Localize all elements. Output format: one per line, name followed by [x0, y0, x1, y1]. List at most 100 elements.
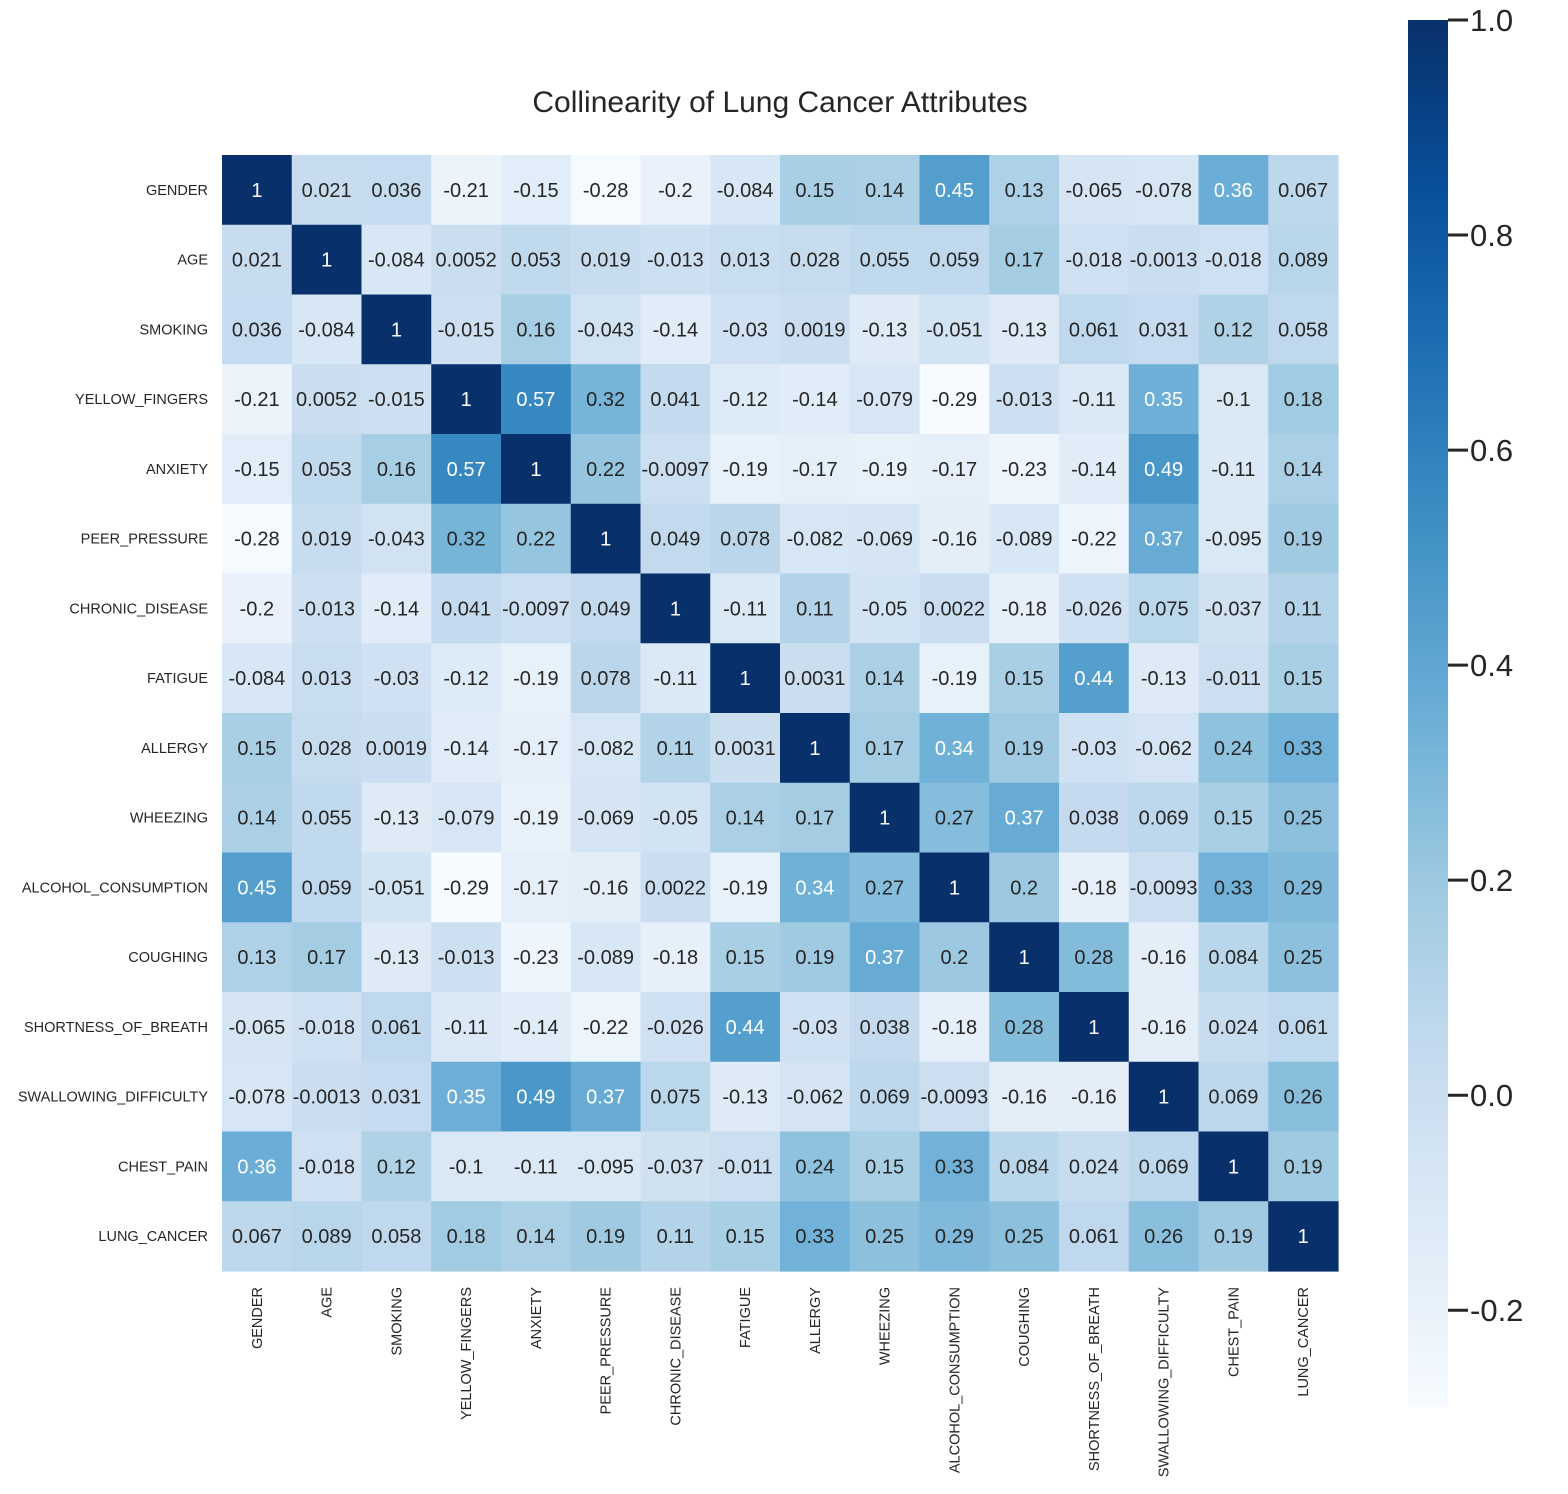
heatmap-cell-peer-pressure-smoking — [361, 503, 432, 575]
heatmap-cell-alcohol-consumption-lung-cancer — [1268, 852, 1339, 923]
heatmap-cell-allergy-chest-pain — [1198, 713, 1269, 784]
cell-value-label: 0.0022 — [645, 877, 706, 899]
cell-value-label: -0.095 — [577, 1156, 634, 1178]
heatmap-cell-shortness-of-breath-swallowing-difficulty — [1128, 992, 1200, 1063]
cell-value-label: 0.11 — [796, 598, 833, 620]
heatmap-cell-chronic-disease-shortness-of-breath — [1059, 573, 1130, 644]
cell-value-label: 0.075 — [650, 1087, 700, 1109]
cell-value-label: 0.35 — [447, 1087, 486, 1109]
heatmap-cell-alcohol-consumption-peer-pressure — [570, 852, 642, 923]
heatmap-cell-swallowing-difficulty-fatigue — [710, 1061, 781, 1133]
cell-value-label: 1 — [879, 808, 890, 830]
heatmap-cell-gender-swallowing-difficulty — [1128, 155, 1200, 226]
cell-value-label: 0.069 — [1139, 808, 1189, 830]
heatmap-cell-allergy-swallowing-difficulty — [1128, 713, 1200, 784]
cell-value-label: -0.13 — [722, 1087, 768, 1109]
cell-value-label: 0.14 — [237, 808, 276, 830]
cell-value-label: 0.055 — [860, 250, 910, 272]
cell-value-label: -0.2 — [240, 598, 274, 620]
heatmap-cell-shortness-of-breath-age — [291, 992, 363, 1063]
heatmap-cell-anxiety-chronic-disease — [640, 434, 711, 505]
cell-value-label: -0.15 — [234, 459, 280, 481]
cell-value-label: -0.18 — [1071, 877, 1117, 899]
cell-value-label: -0.05 — [862, 598, 908, 620]
heatmap-cell-shortness-of-breath-chronic-disease — [640, 992, 711, 1063]
heatmap-cell-coughing-yellow-fingers — [431, 922, 502, 993]
cell-value-label: 0.061 — [371, 1017, 421, 1039]
heatmap-cell-peer-pressure-swallowing-difficulty — [1128, 503, 1200, 575]
cell-value-label: -0.16 — [932, 529, 978, 551]
heatmap-cell-smoking-wheezing — [849, 294, 921, 365]
cell-value-label: 0.16 — [516, 319, 555, 341]
heatmap-cell-smoking-anxiety — [501, 294, 572, 365]
cell-value-label: 0.29 — [1284, 877, 1323, 899]
cell-value-label: -0.14 — [653, 319, 699, 341]
cell-value-label: 0.019 — [302, 529, 352, 551]
cell-value-label: 0.36 — [237, 1156, 276, 1178]
heatmap-cell-chest-pain-shortness-of-breath — [1059, 1131, 1130, 1202]
heatmap-cell-wheezing-coughing — [989, 782, 1060, 854]
heatmap-cell-yellow-fingers-peer-pressure — [570, 364, 642, 435]
cell-value-label: 0.061 — [1278, 1017, 1328, 1039]
heatmap-cell-anxiety-lung-cancer — [1268, 434, 1339, 505]
heatmap-cell-yellow-fingers-gender — [222, 364, 293, 435]
heatmap-cell-age-alcohol-consumption — [919, 224, 990, 296]
heatmap-cell-anxiety-alcohol-consumption — [919, 434, 990, 505]
heatmap-cell-fatigue-lung-cancer — [1268, 643, 1339, 714]
cell-value-label: -0.22 — [1071, 529, 1117, 551]
cell-value-label: 0.12 — [1214, 319, 1253, 341]
cell-value-label: -0.078 — [229, 1087, 286, 1109]
heatmap-cell-allergy-shortness-of-breath — [1059, 713, 1130, 784]
cell-value-label: 0.069 — [860, 1087, 910, 1109]
cell-value-label: 0.0019 — [784, 319, 845, 341]
heatmap-cell-lung-cancer-gender — [222, 1201, 293, 1272]
heatmap-cell-smoking-yellow-fingers — [431, 294, 502, 365]
heatmap-cell-yellow-fingers-yellow-fingers — [431, 364, 502, 435]
heatmap-cell-shortness-of-breath-shortness-of-breath — [1059, 992, 1130, 1063]
y-tick-label-coughing: COUGHING — [128, 950, 208, 966]
heatmap-cell-anxiety-yellow-fingers — [431, 434, 502, 505]
y-tick-label-allergy: ALLERGY — [141, 741, 208, 757]
heatmap-cell-anxiety-fatigue — [710, 434, 781, 505]
heatmap-cell-lung-cancer-chest-pain — [1198, 1201, 1269, 1272]
cell-value-label: 1 — [1298, 1226, 1309, 1248]
heatmap-cell-coughing-fatigue — [710, 922, 781, 993]
heatmap-cell-lung-cancer-alcohol-consumption — [919, 1201, 990, 1272]
heatmap-cell-gender-coughing — [989, 155, 1060, 226]
heatmap-cell-shortness-of-breath-peer-pressure — [570, 992, 642, 1063]
heatmap-cell-peer-pressure-anxiety — [501, 503, 572, 575]
cell-value-label: 0.069 — [1208, 1087, 1258, 1109]
heatmap-cell-shortness-of-breath-anxiety — [501, 992, 572, 1063]
heatmap-cell-age-coughing — [989, 224, 1060, 296]
heatmap-cell-age-swallowing-difficulty — [1128, 224, 1200, 296]
heatmap-cell-fatigue-gender — [222, 643, 293, 714]
heatmap-cell-yellow-fingers-coughing — [989, 364, 1060, 435]
cell-value-label: -0.084 — [717, 180, 774, 202]
heatmap-cell-yellow-fingers-chest-pain — [1198, 364, 1269, 435]
heatmap-cell-fatigue-anxiety — [501, 643, 572, 714]
heatmap-cell-shortness-of-breath-alcohol-consumption — [919, 992, 990, 1063]
heatmap-cell-chronic-disease-wheezing — [849, 573, 921, 644]
heatmap-cell-yellow-fingers-shortness-of-breath — [1059, 364, 1130, 435]
heatmap-cell-anxiety-anxiety — [501, 434, 572, 505]
cell-value-label: 0.19 — [586, 1226, 625, 1248]
cell-value-label: -0.084 — [229, 668, 286, 690]
cell-value-label: 0.078 — [581, 668, 631, 690]
cell-value-label: -0.2 — [658, 180, 692, 202]
heatmap-cell-coughing-alcohol-consumption — [919, 922, 990, 993]
cell-value-label: -0.19 — [513, 808, 559, 830]
x-tick-label-gender: GENDER — [250, 1287, 266, 1349]
heatmap-cell-coughing-coughing — [989, 922, 1060, 993]
heatmap-cell-shortness-of-breath-coughing — [989, 992, 1060, 1063]
cell-value-label: 0.15 — [795, 180, 834, 202]
cell-value-label: 0.2 — [940, 947, 968, 969]
heatmap-cell-chronic-disease-swallowing-difficulty — [1128, 573, 1200, 644]
heatmap-cell-allergy-anxiety — [501, 713, 572, 784]
heatmap-cell-fatigue-wheezing — [849, 643, 921, 714]
heatmap-cell-age-fatigue — [710, 224, 781, 296]
heatmap-cell-gender-fatigue — [710, 155, 781, 226]
cell-value-label: -0.13 — [1141, 668, 1187, 690]
cell-value-label: -0.0013 — [1130, 250, 1198, 272]
cell-value-label: 0.028 — [790, 250, 840, 272]
heatmap-cell-fatigue-fatigue — [710, 643, 781, 714]
